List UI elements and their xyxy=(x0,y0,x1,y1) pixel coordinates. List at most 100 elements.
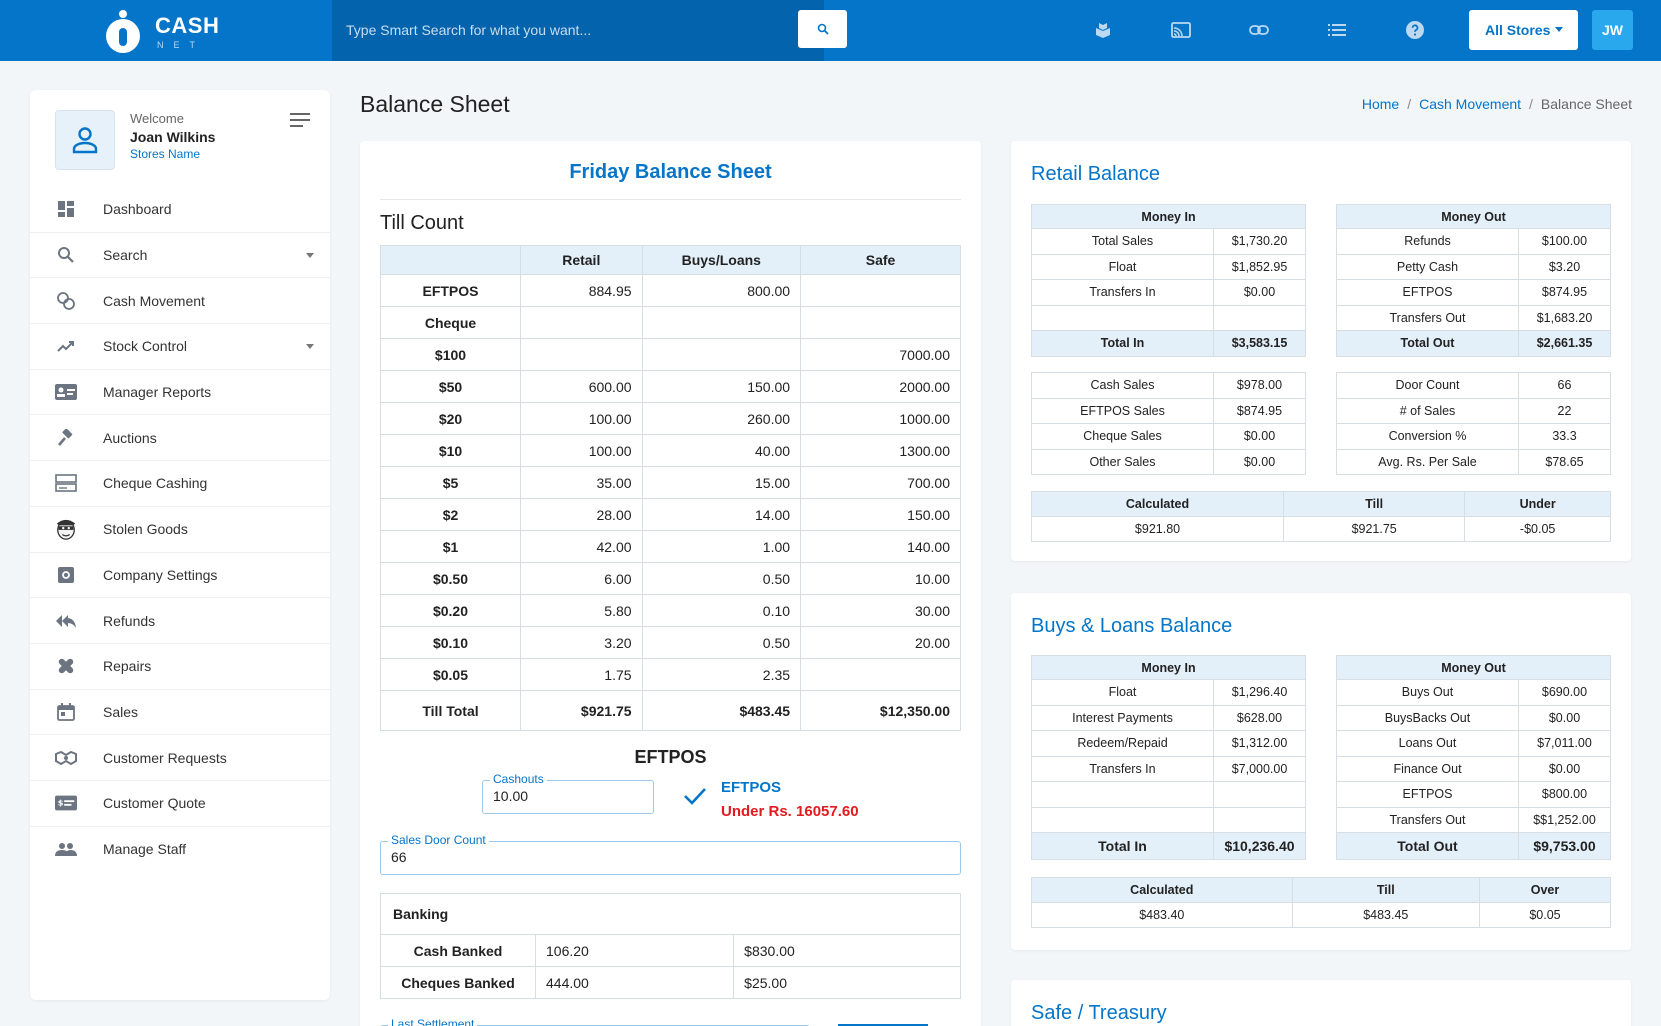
row-label xyxy=(1031,806,1214,833)
row-label: Cheque Sales xyxy=(1031,423,1214,450)
table-cell xyxy=(800,306,961,339)
table-row: Loans Out $7,011.00 xyxy=(1336,730,1611,757)
smart-search-input[interactable] xyxy=(346,12,786,48)
table-cell: 444.00 xyxy=(534,966,735,999)
cashouts-input[interactable] xyxy=(493,788,629,804)
menu-icon[interactable] xyxy=(290,113,310,127)
sidebar-item-company-settings[interactable]: Company Settings xyxy=(30,553,330,599)
sidebar-item-stock-control[interactable]: Stock Control xyxy=(30,324,330,370)
row-label: Transfers In xyxy=(1031,755,1214,782)
sidebar-item-dashboard[interactable]: Dashboard xyxy=(30,187,330,233)
user-avatar-button[interactable]: JW xyxy=(1592,10,1633,50)
table-row: Transfers Out $$1,252.00 xyxy=(1336,806,1611,833)
retail-money-out-table: Money Out Refunds $100.00 Petty Cash $3.20 E… xyxy=(1336,204,1611,357)
till-count-table: Retail Buys/Loans Safe EFTPOS 884.95 800.0… xyxy=(380,245,961,731)
link-icon[interactable] xyxy=(1247,18,1271,42)
cash-movement-icon xyxy=(55,290,77,312)
money-out-header: Money Out xyxy=(1336,204,1611,229)
sidebar-item-cash-movement[interactable]: Cash Movement xyxy=(30,278,330,325)
row-value: $78.65 xyxy=(1518,448,1611,475)
till-total-value: $483.45 xyxy=(641,690,802,731)
logo-icon xyxy=(106,10,140,53)
calendar-icon xyxy=(55,701,77,723)
search-icon xyxy=(55,244,77,266)
money-in-header: Money In xyxy=(1031,204,1306,229)
logo-text: CASH xyxy=(155,13,220,38)
sidebar-item-manager-reports[interactable]: Manager Reports xyxy=(30,370,330,416)
table-cell: 40.00 xyxy=(641,434,802,467)
row-value: $1,312.00 xyxy=(1213,730,1306,757)
table-row: Door Count 66 xyxy=(1336,372,1611,399)
sidebar-item-label: Company Settings xyxy=(103,566,218,583)
reply-all-icon xyxy=(55,610,77,632)
table-cell: 42.00 xyxy=(520,530,643,563)
logo-area[interactable]: CASH NET xyxy=(0,0,332,61)
table-cell: $921.75 xyxy=(1283,516,1466,542)
breadcrumb-current: Balance Sheet xyxy=(1540,96,1632,112)
row-value: $0.00 xyxy=(1518,755,1611,782)
sidebar-item-repairs[interactable]: Repairs xyxy=(30,644,330,690)
sidebar-item-label: Refunds xyxy=(103,612,156,629)
total-row: Total Out $2,661.35 xyxy=(1336,330,1611,357)
sales-door-count-input[interactable] xyxy=(391,849,855,865)
all-stores-dropdown[interactable]: All Stores xyxy=(1469,10,1578,50)
sidebar: Welcome Joan Wilkins Stores Name Dashboa… xyxy=(30,90,330,1000)
table-row: Conversion % 33.3 xyxy=(1336,423,1611,450)
table-row: Interest Payments $628.00 xyxy=(1031,704,1306,731)
row-label: Finance Out xyxy=(1336,755,1519,782)
trending-icon xyxy=(55,335,77,357)
row-value xyxy=(1213,304,1306,331)
row-value: 66 xyxy=(1518,372,1611,399)
box-icon[interactable] xyxy=(1091,18,1115,42)
sidebar-item-customer-requests[interactable]: Customer Requests xyxy=(30,735,330,781)
cast-icon[interactable] xyxy=(1169,18,1193,42)
sidebar-item-sales[interactable]: Sales xyxy=(30,690,330,736)
buys-money-in-table: Money In Float $1,296.40 Interest Payments… xyxy=(1031,655,1306,860)
sidebar-item-stolen-goods[interactable]: Stolen Goods xyxy=(30,507,330,553)
settlement-button[interactable] xyxy=(838,1024,928,1026)
table-cell xyxy=(641,306,802,339)
table-row: $10 100.00 40.00 1300.00 xyxy=(380,434,961,467)
total-label: Total Out xyxy=(1336,330,1519,357)
row-label: Door Count xyxy=(1336,372,1519,399)
table-row: Cheques Banked 444.00 $25.00 xyxy=(380,966,961,999)
breadcrumb-home[interactable]: Home xyxy=(1361,96,1400,112)
sidebar-item-manage-staff[interactable]: Manage Staff xyxy=(30,827,330,873)
table-cell: 0.50 xyxy=(641,562,802,595)
row-value: $3.20 xyxy=(1518,253,1611,280)
row-value: $874.95 xyxy=(1213,397,1306,424)
table-cell: $0.05 xyxy=(1478,902,1612,928)
row-label: $10 xyxy=(380,434,521,467)
table-cell: 35.00 xyxy=(520,466,643,499)
sidebar-item-search[interactable]: Search xyxy=(30,233,330,279)
sidebar-item-label: Manager Reports xyxy=(103,384,212,401)
table-cell: 3.20 xyxy=(520,626,643,659)
table-row: Finance Out $0.00 xyxy=(1336,755,1611,782)
divider xyxy=(380,199,961,200)
sidebar-item-cheque-cashing[interactable]: Cheque Cashing xyxy=(30,461,330,507)
list-icon[interactable] xyxy=(1325,18,1349,42)
table-cell: 20.00 xyxy=(800,626,961,659)
eftpos-status-label: EFTPOS xyxy=(721,779,782,796)
sidebar-item-customer-quote[interactable]: $ Customer Quote xyxy=(30,781,330,827)
row-value: $0.00 xyxy=(1213,279,1306,306)
row-value: $874.95 xyxy=(1518,279,1611,306)
all-stores-label: All Stores xyxy=(1485,22,1551,38)
help-icon[interactable] xyxy=(1403,18,1427,42)
total-label: Total In xyxy=(1031,832,1214,860)
sidebar-item-auctions[interactable]: Auctions xyxy=(30,415,330,462)
retail-money-in-table: Money In Total Sales $1,730.20 Float $1,852… xyxy=(1031,204,1306,357)
user-avatar[interactable] xyxy=(55,110,115,170)
eftpos-under-amount: Under Rs. 16057.60 xyxy=(721,803,859,820)
sidebar-item-refunds[interactable]: Refunds xyxy=(30,598,330,644)
table-row: EFTPOS 884.95 800.00 xyxy=(380,274,961,307)
table-row: Refunds $100.00 xyxy=(1336,228,1611,255)
search-button[interactable] xyxy=(798,10,847,48)
row-label: $50 xyxy=(380,370,521,403)
row-label: BuysBacks Out xyxy=(1336,704,1519,731)
breadcrumb-cash-movement[interactable]: Cash Movement xyxy=(1419,96,1522,112)
people-icon xyxy=(55,838,77,860)
store-name[interactable]: Stores Name xyxy=(130,147,201,161)
table-row: $0.20 5.80 0.10 30.00 xyxy=(380,594,961,627)
banking-title: Banking xyxy=(380,893,961,935)
